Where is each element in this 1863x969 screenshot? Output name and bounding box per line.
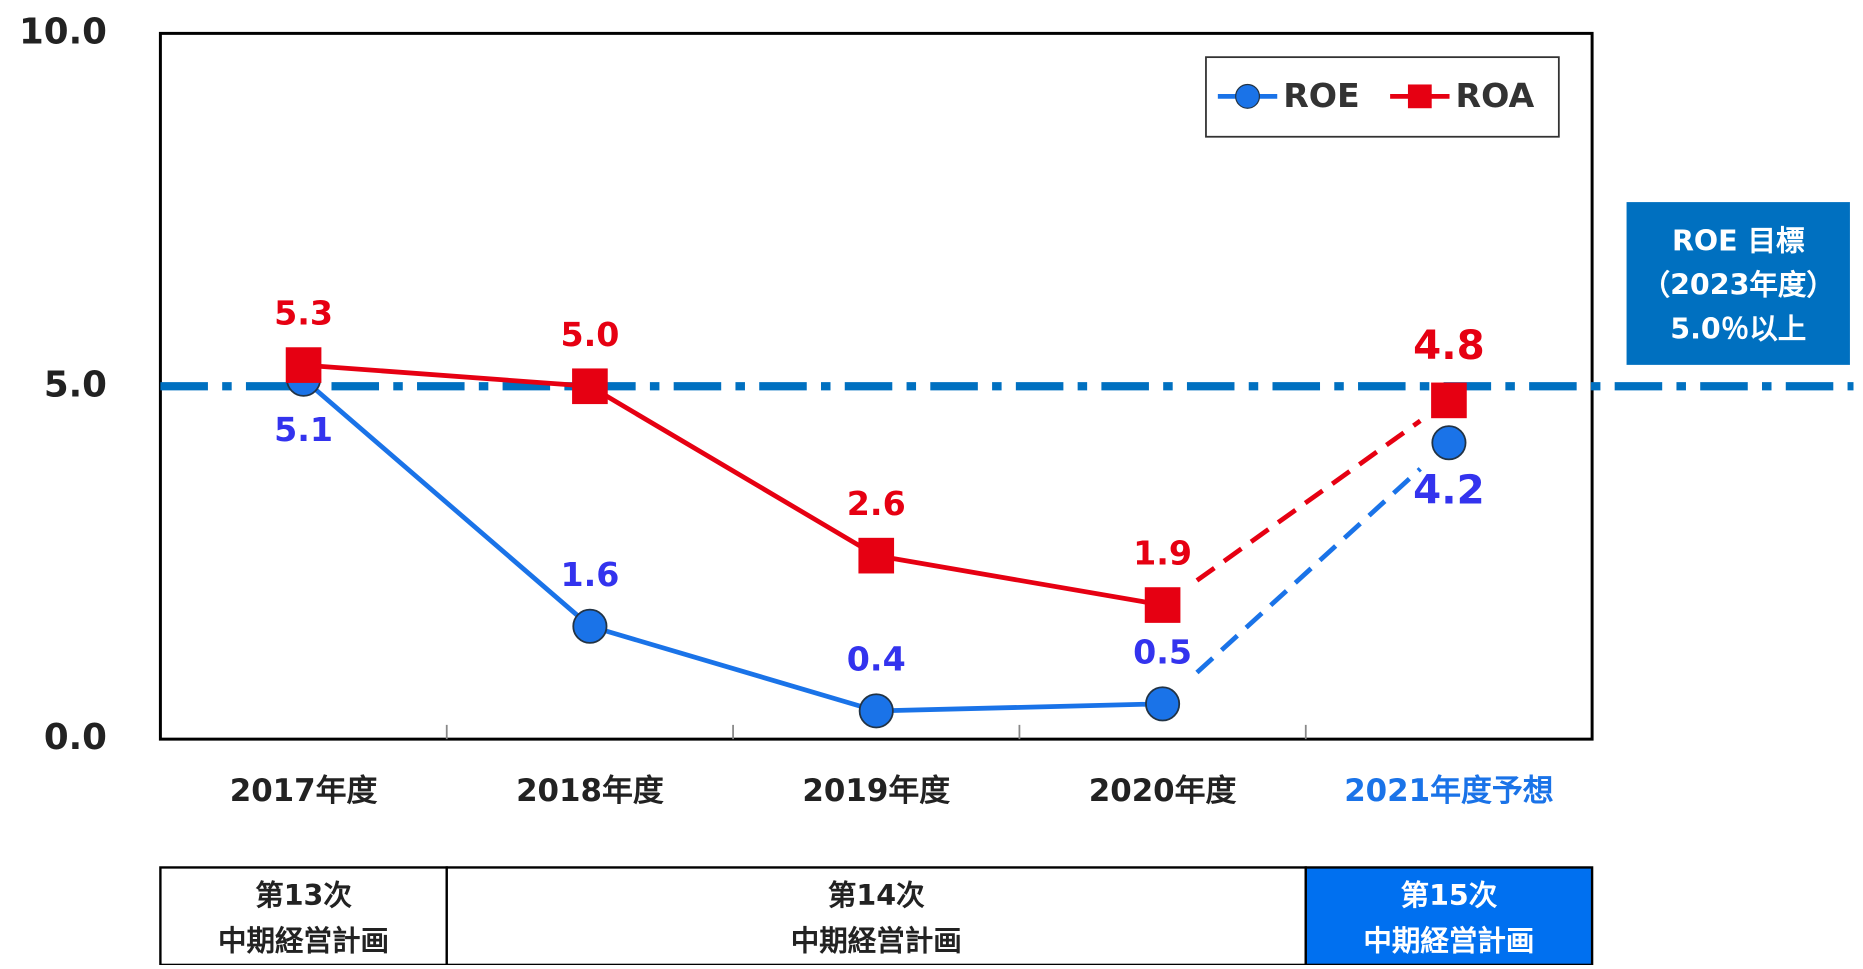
legend-label: ROE [1283, 76, 1360, 115]
legend-marker [1235, 83, 1261, 109]
roa-marker [285, 347, 322, 383]
data-label: 0.5 [1133, 632, 1192, 671]
data-label: 1.9 [1133, 534, 1192, 573]
forecast-line [1195, 467, 1422, 675]
x-tick-label: 2020年度 [1089, 773, 1237, 809]
y-tick-label: 0.0 [44, 717, 107, 758]
plan-box [445, 866, 1307, 967]
target-text: ROE 目標 [1672, 224, 1805, 257]
roa-marker [1431, 382, 1467, 419]
data-label: 5.1 [274, 410, 333, 449]
target-box [1626, 202, 1850, 365]
target-text: 5.0％以上 [1670, 312, 1806, 345]
data-label: 5.0 [560, 315, 619, 354]
x-tick-label: 2019年度 [802, 773, 950, 809]
plan-text: 第13次 [255, 879, 352, 912]
data-label: 4.2 [1413, 467, 1485, 514]
data-label: 5.3 [274, 294, 333, 333]
data-label: 2.6 [847, 484, 906, 523]
roa-marker [858, 537, 895, 574]
y-tick-label: 5.0 [44, 364, 107, 405]
data-label: 1.6 [560, 555, 619, 594]
legend-marker [1407, 84, 1432, 109]
plan-text: 第15次 [1401, 879, 1498, 912]
roe-marker [1145, 686, 1181, 722]
series-line [302, 377, 1163, 714]
legend-label: ROA [1455, 76, 1534, 115]
y-tick-label: 10.0 [19, 11, 107, 52]
roe-marker [1431, 425, 1467, 461]
target-text: （2023年度） [1642, 268, 1835, 301]
forecast-line [1195, 418, 1422, 583]
plan-text: 中期経営計画 [218, 924, 389, 957]
x-tick-label: 2021年度予想 [1344, 773, 1554, 809]
series-line [303, 362, 1163, 608]
roe-marker [858, 693, 894, 729]
data-label: 0.4 [847, 640, 906, 679]
x-tick-label: 2018年度 [516, 773, 664, 809]
plan-text: 中期経営計画 [791, 924, 962, 957]
plan-text: 中期経営計画 [1363, 924, 1534, 957]
x-tick-label: 2017年度 [230, 773, 378, 809]
plan-box [1304, 866, 1594, 967]
data-label: 4.8 [1413, 322, 1485, 369]
plan-text: 第14次 [828, 879, 925, 912]
roe-marker [572, 608, 608, 644]
roa-marker [1144, 587, 1181, 623]
roa-marker [572, 368, 608, 405]
